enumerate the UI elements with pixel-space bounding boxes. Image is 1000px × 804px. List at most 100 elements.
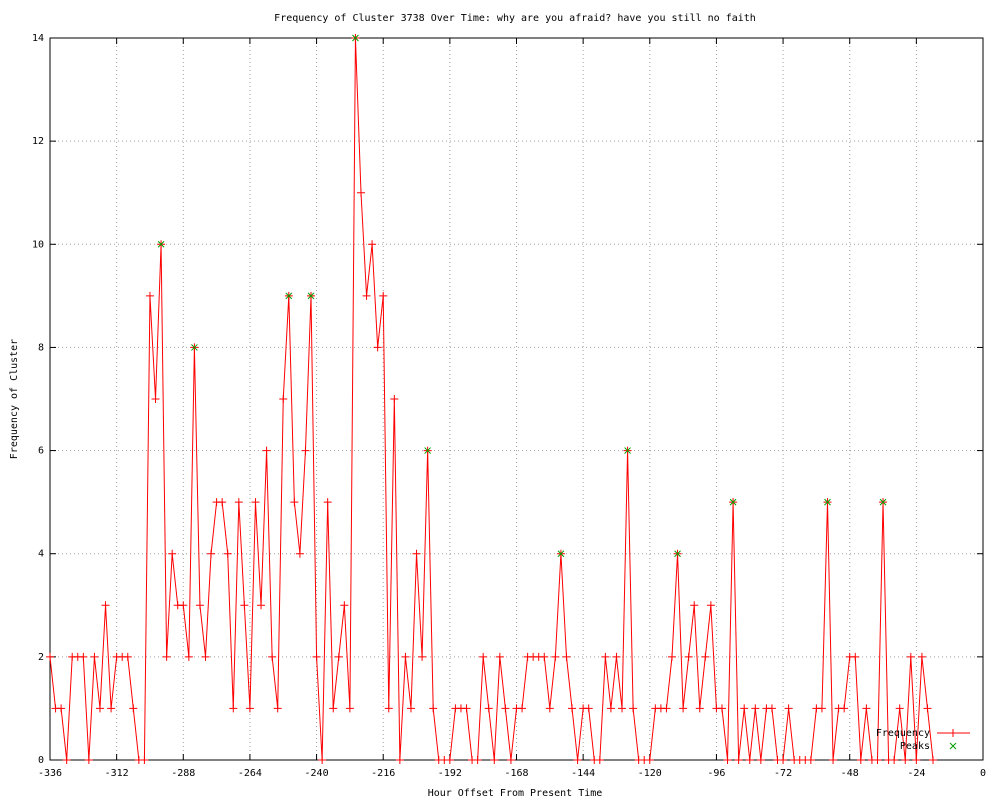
data-point bbox=[395, 756, 404, 764]
data-point bbox=[285, 292, 293, 300]
data-point bbox=[784, 704, 793, 713]
data-point bbox=[473, 756, 482, 764]
data-point bbox=[840, 704, 849, 713]
x-tick-label: -144 bbox=[571, 768, 595, 779]
data-point bbox=[401, 652, 410, 661]
data-point bbox=[779, 756, 788, 764]
data-point bbox=[695, 704, 704, 713]
data-point bbox=[545, 704, 554, 713]
legend-label: Frequency bbox=[876, 728, 930, 739]
data-point bbox=[184, 652, 193, 661]
data-point bbox=[540, 652, 549, 661]
data-point bbox=[806, 756, 815, 764]
y-axis-label: Frequency of Cluster bbox=[9, 339, 20, 459]
data-point bbox=[518, 704, 527, 713]
x-tick-label: -120 bbox=[638, 768, 662, 779]
data-point bbox=[390, 395, 399, 403]
data-point bbox=[329, 704, 338, 713]
data-point bbox=[573, 756, 582, 764]
data-point bbox=[756, 756, 765, 764]
y-tick-label: 2 bbox=[38, 652, 44, 663]
data-point bbox=[268, 652, 277, 661]
data-point bbox=[57, 704, 66, 713]
data-point bbox=[551, 652, 560, 661]
data-point bbox=[368, 240, 377, 249]
plot-border bbox=[49, 37, 984, 761]
data-point bbox=[495, 652, 504, 661]
data-point bbox=[46, 652, 54, 661]
data-point bbox=[706, 601, 715, 610]
data-point bbox=[90, 652, 99, 661]
x-tick-label: -72 bbox=[774, 768, 792, 779]
data-point bbox=[829, 756, 838, 764]
data-point bbox=[218, 498, 227, 507]
data-point bbox=[345, 704, 354, 713]
data-point bbox=[668, 652, 676, 661]
y-tick-label: 4 bbox=[38, 549, 44, 560]
y-tick-label: 14 bbox=[32, 33, 44, 44]
y-tick-label: 12 bbox=[32, 136, 44, 147]
data-point bbox=[618, 704, 627, 713]
data-point bbox=[601, 652, 610, 661]
x-tick-label: -312 bbox=[105, 768, 129, 779]
data-point bbox=[262, 446, 271, 455]
data-point bbox=[674, 550, 681, 558]
data-point bbox=[917, 652, 926, 661]
x-tick-label: 0 bbox=[980, 768, 986, 779]
data-point bbox=[362, 291, 371, 300]
data-point bbox=[923, 704, 932, 713]
x-tick-label: -96 bbox=[707, 768, 725, 779]
data-point bbox=[234, 498, 243, 507]
data-point bbox=[406, 704, 415, 713]
data-point bbox=[301, 446, 310, 455]
data-point bbox=[501, 704, 510, 713]
data-point bbox=[352, 34, 359, 42]
data-point bbox=[701, 652, 710, 661]
x-axis-label: Hour Offset From Present Time bbox=[428, 788, 603, 799]
x-tick-label: -24 bbox=[907, 768, 925, 779]
data-point bbox=[462, 704, 471, 713]
data-point bbox=[862, 704, 871, 713]
data-point bbox=[157, 240, 165, 248]
data-point bbox=[901, 756, 910, 764]
y-tick-label: 6 bbox=[38, 446, 44, 457]
data-point bbox=[606, 704, 615, 713]
data-point bbox=[595, 756, 604, 764]
data-point bbox=[101, 601, 110, 610]
data-point bbox=[201, 652, 210, 661]
data-point bbox=[612, 652, 621, 661]
x-tick-label: -48 bbox=[841, 768, 859, 779]
data-point bbox=[424, 447, 431, 454]
data-point bbox=[879, 498, 887, 506]
data-point bbox=[107, 704, 116, 713]
data-point bbox=[690, 601, 699, 610]
y-tick-label: 0 bbox=[38, 755, 44, 766]
data-point bbox=[357, 188, 365, 197]
data-point bbox=[373, 343, 382, 352]
data-point bbox=[323, 498, 332, 507]
data-point bbox=[851, 652, 860, 661]
data-point bbox=[191, 344, 198, 351]
data-point bbox=[279, 395, 288, 403]
data-point bbox=[245, 704, 254, 713]
data-point bbox=[257, 601, 266, 610]
data-point bbox=[929, 756, 938, 764]
data-point bbox=[873, 756, 882, 764]
data-point bbox=[484, 704, 493, 713]
data-point bbox=[312, 652, 321, 661]
data-point bbox=[751, 704, 760, 713]
data-point bbox=[584, 704, 593, 713]
x-tick-label: -192 bbox=[438, 768, 462, 779]
data-point bbox=[240, 601, 249, 610]
legend-marker bbox=[949, 729, 957, 737]
data-point bbox=[906, 652, 915, 661]
data-point bbox=[745, 756, 754, 764]
data-point bbox=[162, 652, 171, 661]
data-point bbox=[207, 549, 216, 558]
chart-title: Frequency of Cluster 3738 Over Time: why… bbox=[274, 13, 756, 24]
x-tick-label: -288 bbox=[171, 768, 195, 779]
data-point bbox=[318, 756, 327, 764]
data-point bbox=[418, 652, 427, 661]
x-tick-label: -240 bbox=[305, 768, 329, 779]
